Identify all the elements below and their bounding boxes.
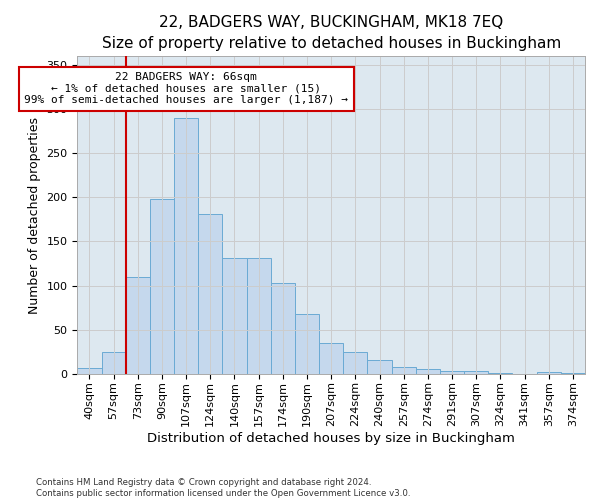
Bar	[343, 352, 367, 374]
Title: 22, BADGERS WAY, BUCKINGHAM, MK18 7EQ
Size of property relative to detached hous: 22, BADGERS WAY, BUCKINGHAM, MK18 7EQ Si…	[101, 15, 561, 51]
X-axis label: Distribution of detached houses by size in Buckingham: Distribution of detached houses by size …	[147, 432, 515, 445]
Bar	[223, 258, 247, 374]
Bar	[271, 283, 295, 374]
Text: 22 BADGERS WAY: 66sqm
← 1% of detached houses are smaller (15)
99% of semi-detac: 22 BADGERS WAY: 66sqm ← 1% of detached h…	[24, 72, 348, 106]
Bar	[198, 214, 223, 374]
Bar	[416, 370, 440, 374]
Bar	[247, 258, 271, 374]
Bar	[101, 352, 126, 374]
Bar	[392, 366, 416, 374]
Bar	[295, 314, 319, 374]
Bar	[150, 199, 174, 374]
Y-axis label: Number of detached properties: Number of detached properties	[28, 116, 41, 314]
Bar	[440, 371, 464, 374]
Bar	[464, 371, 488, 374]
Text: Contains HM Land Registry data © Crown copyright and database right 2024.
Contai: Contains HM Land Registry data © Crown c…	[36, 478, 410, 498]
Bar	[367, 360, 392, 374]
Bar	[126, 276, 150, 374]
Bar	[319, 343, 343, 374]
Bar	[174, 118, 198, 374]
Bar	[561, 373, 585, 374]
Bar	[488, 373, 512, 374]
Bar	[77, 368, 101, 374]
Bar	[536, 372, 561, 374]
